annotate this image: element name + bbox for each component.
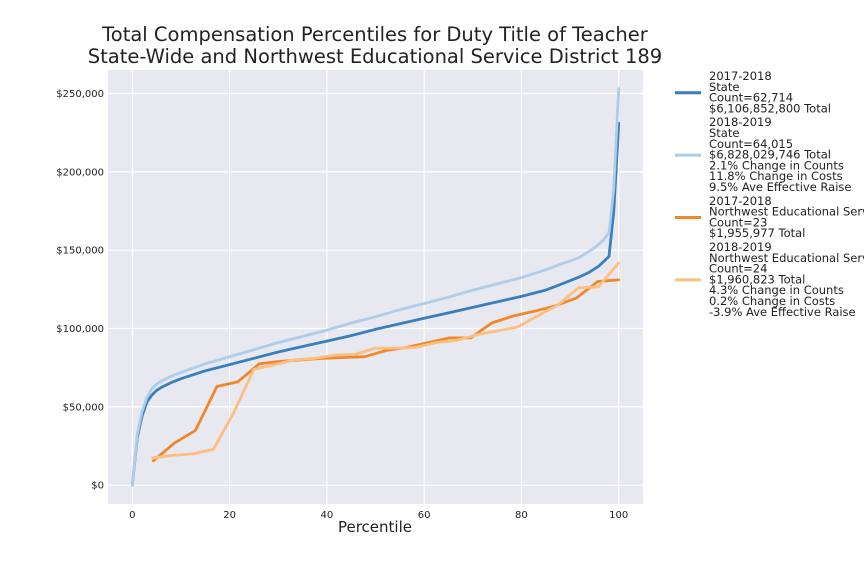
legend-entry-line: 9.5% Ave Effective Raise	[709, 180, 851, 194]
legend-entry-line: $1,960,823 Total	[709, 272, 805, 286]
legend-entry-line: $6,106,852,800 Total	[709, 101, 831, 115]
y-tick-label: $200,000	[56, 167, 104, 178]
legend-entry-line: 2018-2019	[709, 240, 772, 254]
tick-labels: $0 $50,000 $100,000 $150,000 $200,000 $250,00…	[56, 89, 628, 521]
x-tick-label: 40	[320, 510, 333, 521]
legend-entry-line: Northwest Educational Servic	[709, 251, 864, 265]
series-line-4	[151, 261, 621, 460]
legend-entry-line: 2018-2019	[709, 115, 772, 129]
chart-subtitle: State-Wide and Northwest Educational Ser…	[88, 45, 662, 68]
legend-entry-line: 4.3% Change in Counts	[709, 283, 844, 297]
legend-entry-line: $6,828,029,746 Total	[709, 148, 831, 162]
x-tick-label: 80	[515, 510, 528, 521]
legend-entry-line: State	[709, 126, 739, 140]
y-tick-label: $50,000	[63, 402, 104, 413]
series-line-2	[130, 87, 621, 487]
series-line-1	[130, 121, 621, 487]
legend-entry-line: 2.1% Change in Counts	[709, 158, 844, 172]
series-line-3	[151, 278, 621, 463]
legend-entry-line: Count=62,714	[709, 91, 793, 105]
legend-entry-line: 0.2% Change in Costs	[709, 294, 835, 308]
x-tick-label: 100	[609, 510, 628, 521]
x-tick-label: 60	[418, 510, 431, 521]
legend-entry-line: $1,955,977 Total	[709, 226, 805, 240]
y-tick-label: $100,000	[56, 324, 104, 335]
series-lines	[130, 87, 621, 487]
x-tick-label: 20	[223, 510, 236, 521]
legend-entry-line: Count=23	[709, 215, 767, 229]
x-axis-label: Percentile	[338, 518, 412, 536]
legend-entry-line: -3.9% Ave Effective Raise	[709, 305, 856, 319]
legend-entry-line: 2017-2018	[709, 69, 772, 83]
legend-entry-line: Count=24	[709, 262, 767, 276]
plot-area	[108, 70, 643, 504]
y-tick-label: $0	[91, 481, 104, 492]
legend-entry-line: 2017-2018	[709, 194, 772, 208]
x-tick-label: 0	[129, 510, 135, 521]
y-tick-label: $150,000	[56, 246, 104, 257]
legend-entry-line: 11.8% Change in Costs	[709, 169, 843, 183]
legend: 2017-2018StateCount=62,714$6,106,852,800…	[675, 69, 864, 319]
legend-entry-line: State	[709, 80, 739, 94]
legend-entry-line: Count=64,015	[709, 137, 793, 151]
chart-title: Total Compensation Percentiles for Duty …	[101, 23, 649, 46]
legend-entry-line: Northwest Educational Servic	[709, 205, 864, 219]
y-tick-label: $250,000	[56, 89, 104, 100]
